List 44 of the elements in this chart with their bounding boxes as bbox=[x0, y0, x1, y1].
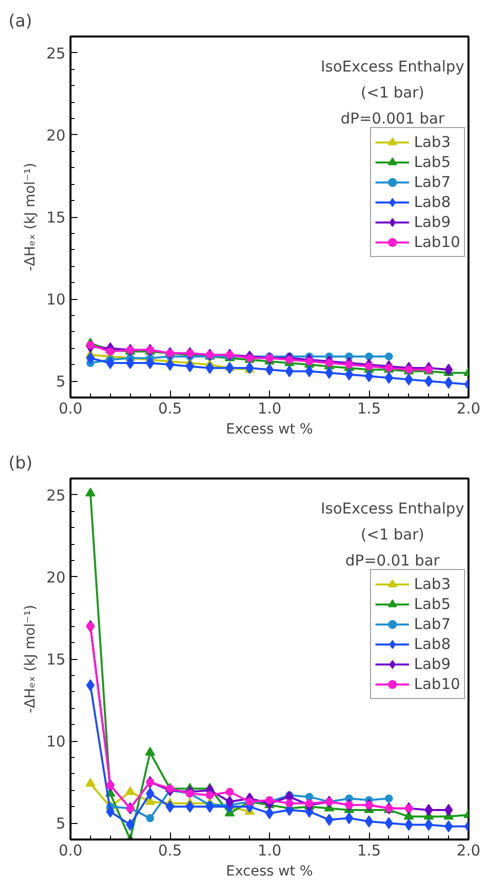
chart-title: (a) bbox=[8, 12, 32, 32]
chart-title: (b) bbox=[8, 454, 33, 474]
legend-label: Lab3 bbox=[414, 575, 451, 593]
x-tick-label: 0.0 bbox=[58, 400, 82, 418]
y-tick-label: 5 bbox=[56, 814, 66, 833]
x-tick-label: 0.0 bbox=[58, 842, 82, 860]
x-tick-label: 2.0 bbox=[456, 842, 480, 860]
legend-label: Lab10 bbox=[414, 675, 460, 693]
legend-label: Lab8 bbox=[414, 635, 451, 653]
x-tick-label: 0.5 bbox=[158, 400, 182, 418]
y-tick-label: 10 bbox=[46, 290, 66, 309]
legend-label: Lab5 bbox=[414, 595, 451, 613]
y-axis-title: -ΔHₑₓ (kJ mol⁻¹) bbox=[22, 604, 38, 714]
legend-label: Lab9 bbox=[414, 213, 451, 231]
annotation: (<1 bar) bbox=[360, 526, 424, 544]
legend-label: Lab7 bbox=[414, 615, 451, 633]
x-tick-label: 1.0 bbox=[258, 842, 282, 860]
annotation: (<1 bar) bbox=[360, 84, 424, 102]
legend-label: Lab9 bbox=[414, 655, 451, 673]
x-tick-label: 2.0 bbox=[456, 400, 480, 418]
legend-label: Lab5 bbox=[414, 153, 451, 171]
y-tick-label: 20 bbox=[46, 126, 66, 144]
x-tick-label: 1.0 bbox=[258, 400, 282, 418]
legend-label: Lab8 bbox=[414, 193, 451, 211]
legend-label: Lab3 bbox=[414, 133, 451, 151]
annotation: dP=0.01 bar bbox=[345, 552, 440, 570]
legend-label: Lab10 bbox=[414, 233, 460, 251]
y-tick-label: 15 bbox=[46, 650, 66, 668]
x-tick-label: 1.5 bbox=[357, 842, 381, 860]
annotation: IsoExcess Enthalpy bbox=[320, 58, 464, 76]
y-tick-label: 25 bbox=[46, 44, 66, 62]
x-tick-label: 1.5 bbox=[357, 400, 381, 418]
y-axis-title: -ΔHₑₓ (kJ mol⁻¹) bbox=[22, 162, 38, 272]
legend-label: Lab7 bbox=[414, 173, 451, 191]
annotation: IsoExcess Enthalpy bbox=[320, 500, 464, 518]
y-tick-label: 15 bbox=[46, 208, 66, 226]
y-tick-label: 25 bbox=[46, 486, 66, 504]
x-axis-title: Excess wt % bbox=[226, 864, 313, 880]
x-tick-label: 0.5 bbox=[158, 842, 182, 860]
y-tick-label: 5 bbox=[56, 372, 66, 391]
x-axis-title: Excess wt % bbox=[226, 422, 313, 438]
y-tick-label: 10 bbox=[46, 732, 66, 751]
y-tick-label: 20 bbox=[46, 568, 66, 586]
annotation: dP=0.001 bar bbox=[340, 110, 446, 128]
